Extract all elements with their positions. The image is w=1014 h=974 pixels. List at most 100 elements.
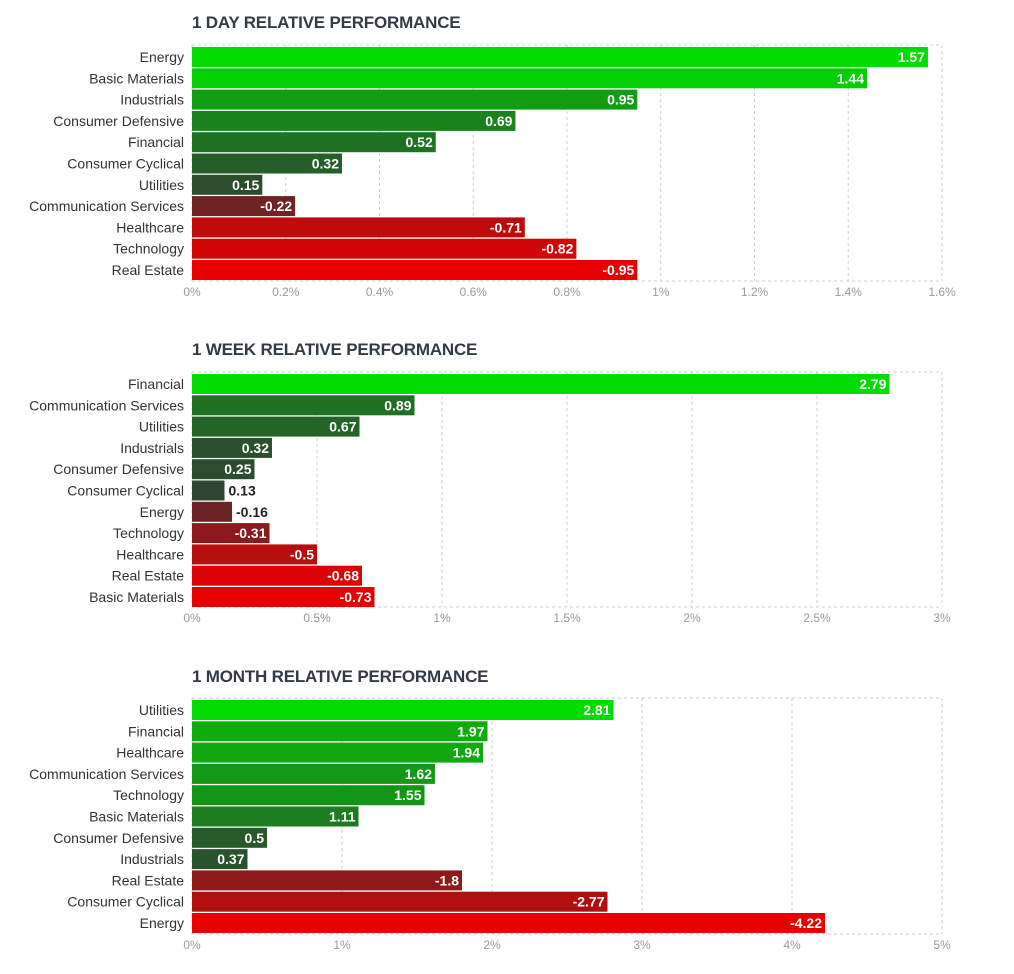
bar[interactable] bbox=[192, 763, 435, 784]
bar[interactable] bbox=[192, 806, 359, 827]
value-label: 0.15 bbox=[232, 177, 259, 193]
value-label: -0.68 bbox=[327, 568, 359, 584]
bar[interactable] bbox=[192, 153, 342, 174]
value-label: -0.22 bbox=[260, 198, 292, 214]
category-label: Industrials bbox=[120, 92, 184, 108]
bar[interactable] bbox=[192, 374, 890, 394]
value-label: 0.95 bbox=[607, 92, 634, 108]
bar[interactable] bbox=[192, 174, 263, 195]
bar[interactable] bbox=[192, 459, 255, 480]
category-label: Consumer Defensive bbox=[53, 113, 184, 129]
category-label: Communication Services bbox=[29, 766, 184, 782]
value-label: -0.71 bbox=[490, 219, 522, 235]
category-label: Real Estate bbox=[112, 262, 185, 278]
value-label: -0.31 bbox=[235, 525, 267, 541]
bar[interactable] bbox=[192, 721, 488, 742]
category-label: Consumer Cyclical bbox=[67, 483, 184, 499]
x-tick-label: 0.5% bbox=[303, 611, 331, 625]
value-label: 1.55 bbox=[394, 787, 421, 803]
x-tick-label: 0.4% bbox=[366, 285, 394, 299]
value-label: -2.77 bbox=[573, 894, 605, 910]
category-label: Real Estate bbox=[112, 872, 185, 888]
bar[interactable] bbox=[192, 870, 462, 891]
category-label: Industrials bbox=[120, 851, 184, 867]
x-tick-label: 0% bbox=[183, 938, 201, 952]
x-tick-label: 1% bbox=[433, 611, 451, 625]
category-label: Consumer Defensive bbox=[53, 461, 184, 477]
bar[interactable] bbox=[192, 416, 360, 437]
category-label: Utilities bbox=[139, 419, 184, 435]
x-tick-label: 3% bbox=[933, 611, 951, 625]
bar[interactable] bbox=[192, 849, 248, 870]
category-label: Financial bbox=[128, 376, 184, 392]
bar[interactable] bbox=[192, 196, 296, 217]
value-label: 1.62 bbox=[405, 766, 432, 782]
bar[interactable] bbox=[192, 110, 516, 131]
value-label: 0.32 bbox=[312, 156, 339, 172]
bar[interactable] bbox=[192, 523, 270, 544]
category-label: Industrials bbox=[120, 440, 184, 456]
value-label: -0.95 bbox=[602, 262, 634, 278]
x-tick-label: 5% bbox=[933, 938, 951, 952]
category-label: Technology bbox=[113, 787, 184, 803]
value-label: 0.52 bbox=[406, 134, 433, 150]
bar[interactable] bbox=[192, 827, 267, 848]
bar[interactable] bbox=[192, 68, 867, 89]
bar[interactable] bbox=[192, 132, 436, 153]
x-tick-label: 1.6% bbox=[928, 285, 956, 299]
x-tick-label: 1.2% bbox=[741, 285, 769, 299]
bar[interactable] bbox=[192, 480, 225, 501]
x-tick-label: 2% bbox=[683, 611, 701, 625]
category-label: Utilities bbox=[139, 702, 184, 718]
value-label: 1.57 bbox=[898, 49, 925, 65]
bar[interactable] bbox=[192, 437, 272, 458]
category-label: Energy bbox=[140, 49, 184, 65]
value-label: -1.8 bbox=[435, 872, 459, 888]
value-label: -0.16 bbox=[236, 504, 268, 520]
value-label: 0.67 bbox=[329, 419, 356, 435]
value-label: 0.13 bbox=[229, 483, 256, 499]
bar[interactable] bbox=[192, 260, 638, 280]
grid bbox=[191, 697, 943, 935]
x-tick-label: 0% bbox=[183, 285, 201, 299]
bar[interactable] bbox=[192, 785, 425, 806]
bar[interactable] bbox=[192, 238, 577, 259]
value-label: 2.81 bbox=[583, 702, 610, 718]
value-label: -0.82 bbox=[541, 241, 573, 257]
x-tick-label: 0.6% bbox=[460, 285, 488, 299]
value-label: 0.37 bbox=[217, 851, 244, 867]
category-label: Energy bbox=[140, 504, 184, 520]
category-label: Consumer Defensive bbox=[53, 830, 184, 846]
bar[interactable] bbox=[192, 395, 415, 416]
value-label: 1.97 bbox=[457, 723, 484, 739]
bar[interactable] bbox=[192, 501, 232, 522]
bar[interactable] bbox=[192, 587, 375, 607]
value-label: 0.69 bbox=[485, 113, 512, 129]
bar[interactable] bbox=[192, 891, 608, 912]
value-label: 1.44 bbox=[837, 70, 864, 86]
bar[interactable] bbox=[192, 742, 483, 763]
x-tick-label: 1% bbox=[652, 285, 670, 299]
category-label: Basic Materials bbox=[89, 70, 184, 86]
bar[interactable] bbox=[192, 47, 928, 67]
bar[interactable] bbox=[192, 544, 317, 565]
category-label: Financial bbox=[128, 723, 184, 739]
x-tick-label: 1.5% bbox=[553, 611, 581, 625]
value-label: -0.73 bbox=[340, 589, 372, 605]
category-label: Healthcare bbox=[116, 745, 184, 761]
category-label: Technology bbox=[113, 525, 184, 541]
category-label: Real Estate bbox=[112, 568, 185, 584]
category-label: Technology bbox=[113, 241, 184, 257]
bar[interactable] bbox=[192, 565, 362, 586]
chart-title-1-month: 1 MONTH RELATIVE PERFORMANCE bbox=[192, 667, 489, 686]
grid bbox=[191, 44, 943, 282]
category-label: Communication Services bbox=[29, 397, 184, 413]
category-label: Healthcare bbox=[116, 546, 184, 562]
bar[interactable] bbox=[192, 700, 614, 720]
bar[interactable] bbox=[192, 913, 825, 933]
bar[interactable] bbox=[192, 217, 525, 238]
bar[interactable] bbox=[192, 89, 638, 110]
